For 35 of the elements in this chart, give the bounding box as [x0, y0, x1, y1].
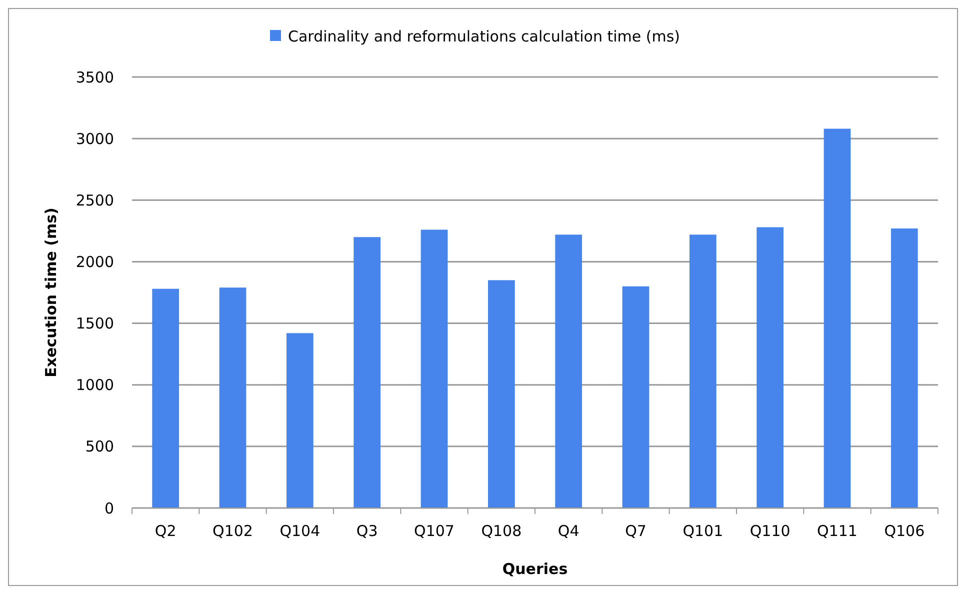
y-tick-label: 0	[104, 499, 114, 518]
bar	[689, 234, 716, 508]
x-axis-title: Queries	[502, 560, 568, 578]
bar	[824, 128, 851, 508]
y-tick-label: 1000	[76, 376, 114, 394]
x-tick-label: Q4	[558, 522, 580, 540]
x-tick-label: Q106	[884, 522, 925, 540]
bar	[555, 234, 582, 508]
y-tick-label: 2500	[76, 191, 114, 210]
y-tick-label: 1500	[76, 314, 114, 333]
bar	[890, 228, 918, 508]
bar	[286, 333, 314, 508]
bar	[756, 227, 784, 508]
bar	[219, 288, 246, 508]
y-tick-label: 3500	[76, 68, 114, 86]
x-tick-label: Q111	[817, 522, 858, 540]
bar	[420, 230, 448, 508]
y-tick-label: 3000	[76, 130, 114, 148]
x-tick-label: Q101	[682, 522, 724, 540]
y-axis-title: Execution time (ms)	[42, 208, 60, 378]
x-tick-label: Q3	[356, 522, 378, 540]
bar	[354, 237, 381, 508]
bar	[622, 286, 650, 508]
x-tick-label: Q108	[481, 522, 522, 540]
x-tick-label: Q7	[625, 522, 646, 540]
y-tick-label: 500	[85, 438, 114, 456]
x-tick-label: Q102	[212, 522, 253, 540]
bar	[152, 288, 180, 508]
x-tick-label: Q107	[414, 522, 454, 540]
x-tick-label: Q104	[280, 522, 320, 540]
y-tick-label: 2000	[76, 252, 114, 271]
x-tick-label: Q110	[750, 522, 790, 540]
legend-label: Cardinality and reformulations calculation time (ms)	[288, 27, 680, 46]
bar	[488, 280, 515, 508]
x-tick-label: Q2	[154, 522, 176, 540]
